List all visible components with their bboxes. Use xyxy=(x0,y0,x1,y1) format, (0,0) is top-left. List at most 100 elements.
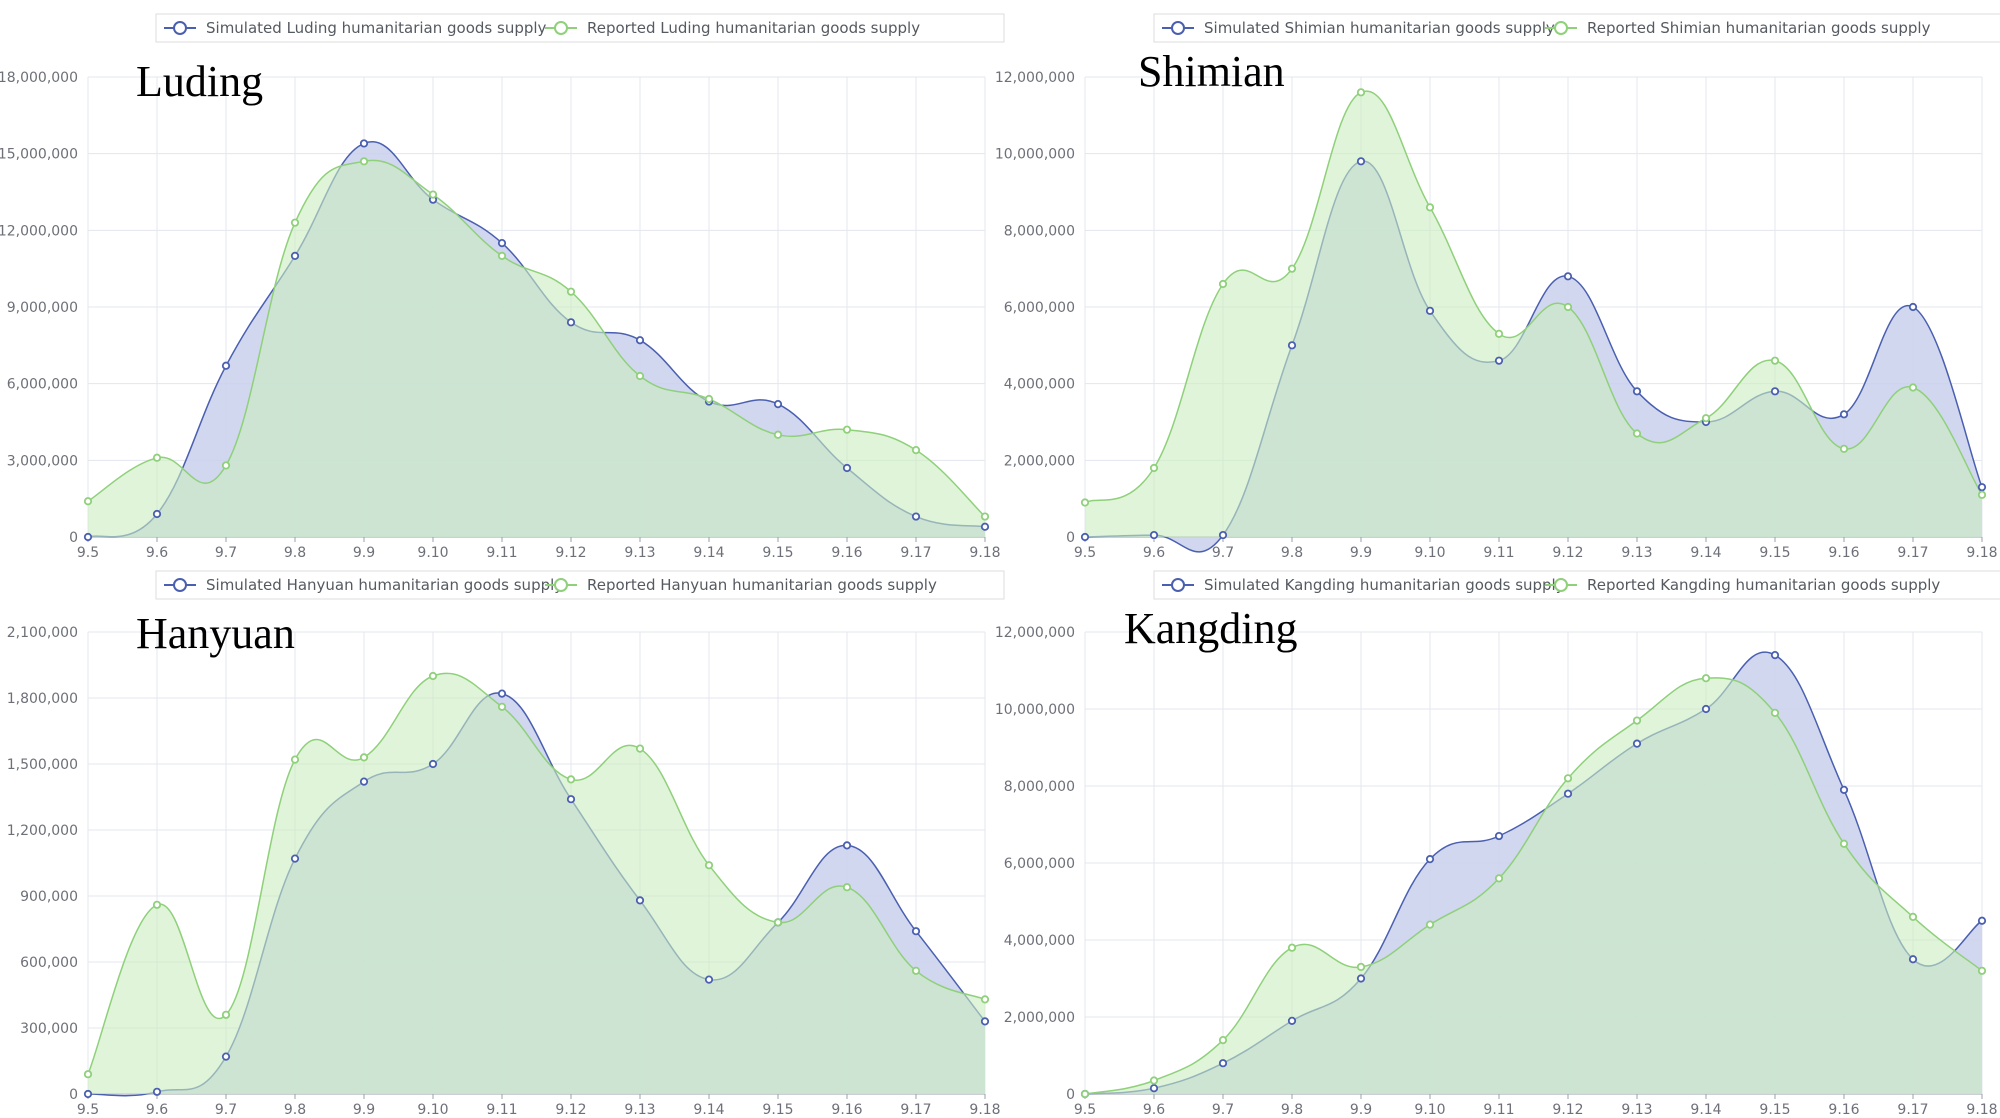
y-tick-label: 4,000,000 xyxy=(1004,377,1075,393)
y-tick-label: 1,500,000 xyxy=(7,757,78,773)
data-point-simulated xyxy=(1080,532,1090,542)
legend-entry-reported[interactable]: Reported Shimian humanitarian goods supp… xyxy=(1587,19,1931,37)
legend-swatch-marker[interactable] xyxy=(1554,21,1568,35)
x-tick-label: 9.17 xyxy=(900,1102,931,1118)
y-tick-label: 6,000,000 xyxy=(7,377,78,393)
data-point-reported xyxy=(1977,490,1987,499)
x-tick-label: 9.8 xyxy=(284,545,306,561)
legend-swatch-marker[interactable] xyxy=(554,21,568,35)
y-tick-label: 0 xyxy=(1066,530,1075,546)
legend-entry-simulated[interactable]: Simulated Kangding humanitarian goods su… xyxy=(1204,576,1565,594)
y-tick-label: 0 xyxy=(1066,1087,1075,1103)
data-point-simulated xyxy=(1770,650,1780,660)
data-point-simulated xyxy=(911,512,921,521)
data-point-simulated xyxy=(1977,916,1987,925)
legend-box xyxy=(1153,13,2000,43)
data-point-simulated xyxy=(221,361,231,370)
data-point-reported xyxy=(911,446,921,455)
data-point-reported xyxy=(83,1070,93,1079)
legend-swatch-marker[interactable] xyxy=(1554,578,1568,592)
data-point-reported xyxy=(1218,1036,1228,1045)
data-point-simulated xyxy=(1839,410,1849,419)
data-point-reported xyxy=(980,995,990,1004)
x-tick-label: 9.11 xyxy=(1483,1102,1514,1118)
x-tick-label: 9.8 xyxy=(1281,545,1303,561)
chart-title: Hanyuan xyxy=(136,609,295,658)
legend-entry-simulated[interactable]: Simulated Luding humanitarian goods supp… xyxy=(206,19,547,37)
data-point-reported xyxy=(428,190,438,199)
y-tick-label: 1,200,000 xyxy=(7,823,78,839)
y-tick-label: 12,000,000 xyxy=(995,70,1075,86)
y-tick-label: 6,000,000 xyxy=(1004,300,1075,316)
y-tick-label: 6,000,000 xyxy=(1004,856,1075,872)
data-point-reported xyxy=(1287,264,1297,273)
data-point-simulated xyxy=(1356,974,1366,983)
y-tick-label: 4,000,000 xyxy=(1004,933,1075,949)
x-tick-label: 9.13 xyxy=(624,545,655,561)
data-point-reported xyxy=(1425,203,1435,212)
legend-swatch-marker[interactable] xyxy=(1171,578,1185,592)
legend-entry-simulated[interactable]: Simulated Shimian humanitarian goods sup… xyxy=(1204,19,1555,37)
data-point-reported xyxy=(1494,874,1504,883)
data-point-reported xyxy=(1839,444,1849,453)
legend-swatch-marker[interactable] xyxy=(173,21,187,35)
x-tick-label: 9.8 xyxy=(284,1102,306,1118)
data-point-reported xyxy=(1356,88,1366,97)
data-point-reported xyxy=(704,394,714,404)
x-tick-label: 9.7 xyxy=(1212,545,1234,561)
legend-entry-reported[interactable]: Reported Kangding humanitarian goods sup… xyxy=(1587,576,1940,594)
x-tick-label: 9.5 xyxy=(77,545,99,561)
x-tick-label: 9.6 xyxy=(1143,545,1165,561)
x-tick-label: 9.18 xyxy=(1966,1102,1997,1118)
data-point-simulated xyxy=(566,795,576,804)
data-point-simulated xyxy=(635,336,645,345)
data-point-simulated xyxy=(83,532,93,542)
data-point-simulated xyxy=(497,239,507,248)
data-point-reported xyxy=(773,430,783,439)
data-point-reported xyxy=(566,775,576,784)
data-point-reported xyxy=(1494,329,1504,338)
x-tick-label: 9.10 xyxy=(417,1102,448,1118)
x-tick-label: 9.16 xyxy=(1828,1102,1859,1118)
data-point-reported xyxy=(1839,839,1849,848)
data-point-simulated xyxy=(842,463,852,473)
x-tick-label: 9.11 xyxy=(1483,545,1514,561)
data-point-reported xyxy=(1563,774,1573,783)
data-point-simulated xyxy=(152,1087,162,1096)
data-point-reported xyxy=(1908,912,1918,922)
data-point-reported xyxy=(566,287,576,296)
data-point-reported xyxy=(290,218,300,227)
series-line-reported xyxy=(1084,90,1983,504)
data-point-simulated xyxy=(980,522,990,531)
x-tick-label: 9.12 xyxy=(555,545,586,561)
x-tick-label: 9.16 xyxy=(831,1102,862,1118)
data-point-simulated xyxy=(1425,855,1435,864)
x-tick-label: 9.15 xyxy=(1759,545,1790,561)
legend-swatch-marker[interactable] xyxy=(173,578,187,592)
y-tick-label: 0 xyxy=(69,1087,78,1103)
legend-entry-reported[interactable]: Reported Luding humanitarian goods suppl… xyxy=(587,19,920,37)
legend: Simulated Shimian humanitarian goods sup… xyxy=(1153,13,2000,43)
legend: Simulated Hanyuan humanitarian goods sup… xyxy=(155,570,1005,600)
data-point-simulated xyxy=(911,927,921,936)
x-tick-label: 9.17 xyxy=(1897,545,1928,561)
data-point-simulated xyxy=(1218,1059,1228,1068)
y-tick-label: 0 xyxy=(69,530,78,546)
data-point-simulated xyxy=(290,251,300,260)
x-tick-label: 9.8 xyxy=(1281,1102,1303,1118)
chart-1: 0 2,000,000 4,000,000 6,000,000 8,000,000 10,… xyxy=(995,13,2000,561)
data-point-simulated xyxy=(1632,739,1642,748)
legend-swatch-marker[interactable] xyxy=(1171,21,1185,35)
data-point-reported xyxy=(359,157,369,166)
series-area-reported xyxy=(1085,91,1982,538)
data-point-reported xyxy=(221,1010,231,1019)
x-tick-label: 9.5 xyxy=(77,1102,99,1118)
data-point-reported xyxy=(1080,1089,1090,1099)
legend-entry-reported[interactable]: Reported Hanyuan humanitarian goods supp… xyxy=(587,576,937,594)
legend-swatch-marker[interactable] xyxy=(554,578,568,592)
legend-entry-simulated[interactable]: Simulated Hanyuan humanitarian goods sup… xyxy=(206,576,563,594)
data-point-reported xyxy=(152,900,162,909)
data-point-simulated xyxy=(221,1052,231,1061)
data-point-simulated xyxy=(1632,387,1642,396)
x-tick-label: 9.6 xyxy=(146,1102,168,1118)
